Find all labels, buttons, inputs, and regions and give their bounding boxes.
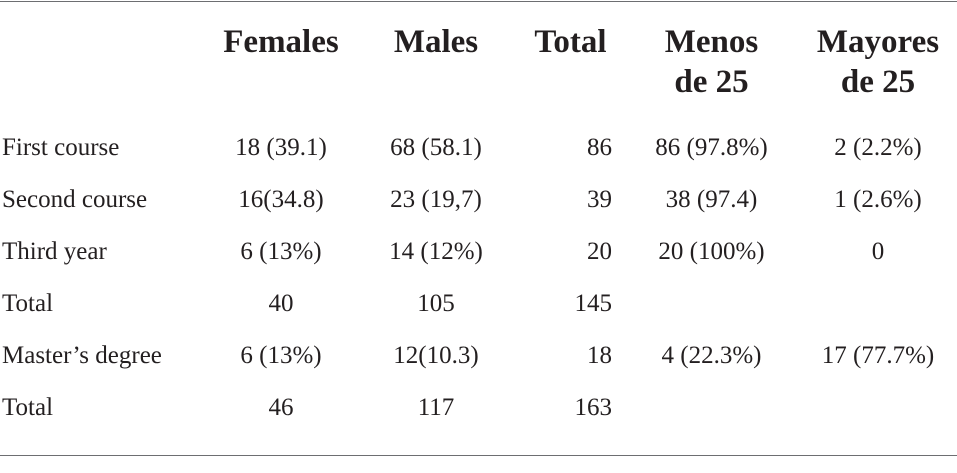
table-header: Females Males Total Menos de 25 Mayores … — [0, 0, 957, 102]
cell-mayores-de-25 — [799, 382, 957, 434]
cell-females: 6 (13%) — [240, 238, 322, 265]
cell-menos-de-25 — [624, 278, 799, 330]
row-label: Total — [2, 290, 54, 317]
header-total: Total — [534, 24, 607, 60]
table-body: First course 18 (39.1) 68 (58.1) 86 86 (… — [0, 102, 957, 434]
header-mayores-de-25: Mayores de 25 — [799, 0, 957, 102]
table-top-rule — [0, 1, 957, 2]
cell-menos-de-25: 4 (22.3%) — [661, 342, 762, 369]
header-blank — [0, 0, 207, 102]
header-menos-de-25: Menos de 25 — [624, 0, 799, 102]
data-table: Females Males Total Menos de 25 Mayores … — [0, 0, 957, 434]
header-mayores-line-1: Mayores — [816, 24, 940, 60]
row-label: Second course — [2, 186, 148, 213]
header-mayores-line-2: de 25 — [840, 64, 916, 100]
row-label: First course — [2, 134, 120, 161]
table-row: Total 46 117 163 — [0, 382, 957, 434]
cell-females: 6 (13%) — [240, 342, 322, 369]
cell-total: 86 — [587, 134, 612, 161]
cell-males: 105 — [417, 290, 455, 317]
cell-mayores-de-25: 1 (2.6%) — [834, 186, 922, 213]
table-row: Master’s degree 6 (13%) 12(10.3) 18 4 (2… — [0, 330, 957, 382]
table-row: Third year 6 (13%) 14 (12%) 20 20 (100%)… — [0, 226, 957, 278]
cell-total: 145 — [574, 290, 613, 317]
cell-total: 18 — [587, 342, 612, 369]
cell-mayores-de-25: 0 — [871, 238, 885, 265]
cell-mayores-de-25: 2 (2.2%) — [834, 134, 922, 161]
cell-mayores-de-25: 17 (77.7%) — [821, 342, 935, 369]
row-label: Total — [2, 394, 54, 421]
header-menos-line-1: Menos — [664, 24, 759, 60]
cell-total: 39 — [587, 186, 612, 213]
cell-total: 163 — [574, 394, 613, 421]
row-label: Master’s degree — [2, 342, 162, 369]
header-males: Males — [393, 24, 479, 60]
cell-females: 16(34.8) — [238, 186, 324, 213]
cell-mayores-de-25 — [799, 278, 957, 330]
cell-menos-de-25: 86 (97.8%) — [655, 134, 768, 161]
cell-males: 117 — [417, 394, 455, 421]
table-row: Total 40 105 145 — [0, 278, 957, 330]
cell-females: 18 (39.1) — [235, 134, 327, 161]
cell-females: 46 — [268, 394, 294, 421]
table-row: First course 18 (39.1) 68 (58.1) 86 86 (… — [0, 102, 957, 174]
cell-males: 23 (19,7) — [390, 186, 482, 213]
cell-males: 68 (58.1) — [390, 134, 482, 161]
row-label: Third year — [2, 238, 107, 265]
cell-menos-de-25: 20 (100%) — [658, 238, 765, 265]
header-females: Females — [223, 24, 339, 60]
header-row: Females Males Total Menos de 25 Mayores … — [0, 0, 957, 102]
cell-males: 12(10.3) — [393, 342, 479, 369]
header-menos-line-2: de 25 — [674, 64, 749, 100]
cell-menos-de-25 — [624, 382, 799, 434]
cell-menos-de-25: 38 (97.4) — [665, 186, 758, 213]
table-row: Second course 16(34.8) 23 (19,7) 39 38 (… — [0, 174, 957, 226]
cell-total: 20 — [587, 238, 612, 265]
table-bottom-rule — [0, 455, 957, 456]
cell-males: 14 (12%) — [389, 238, 483, 265]
cell-females: 40 — [268, 290, 294, 317]
